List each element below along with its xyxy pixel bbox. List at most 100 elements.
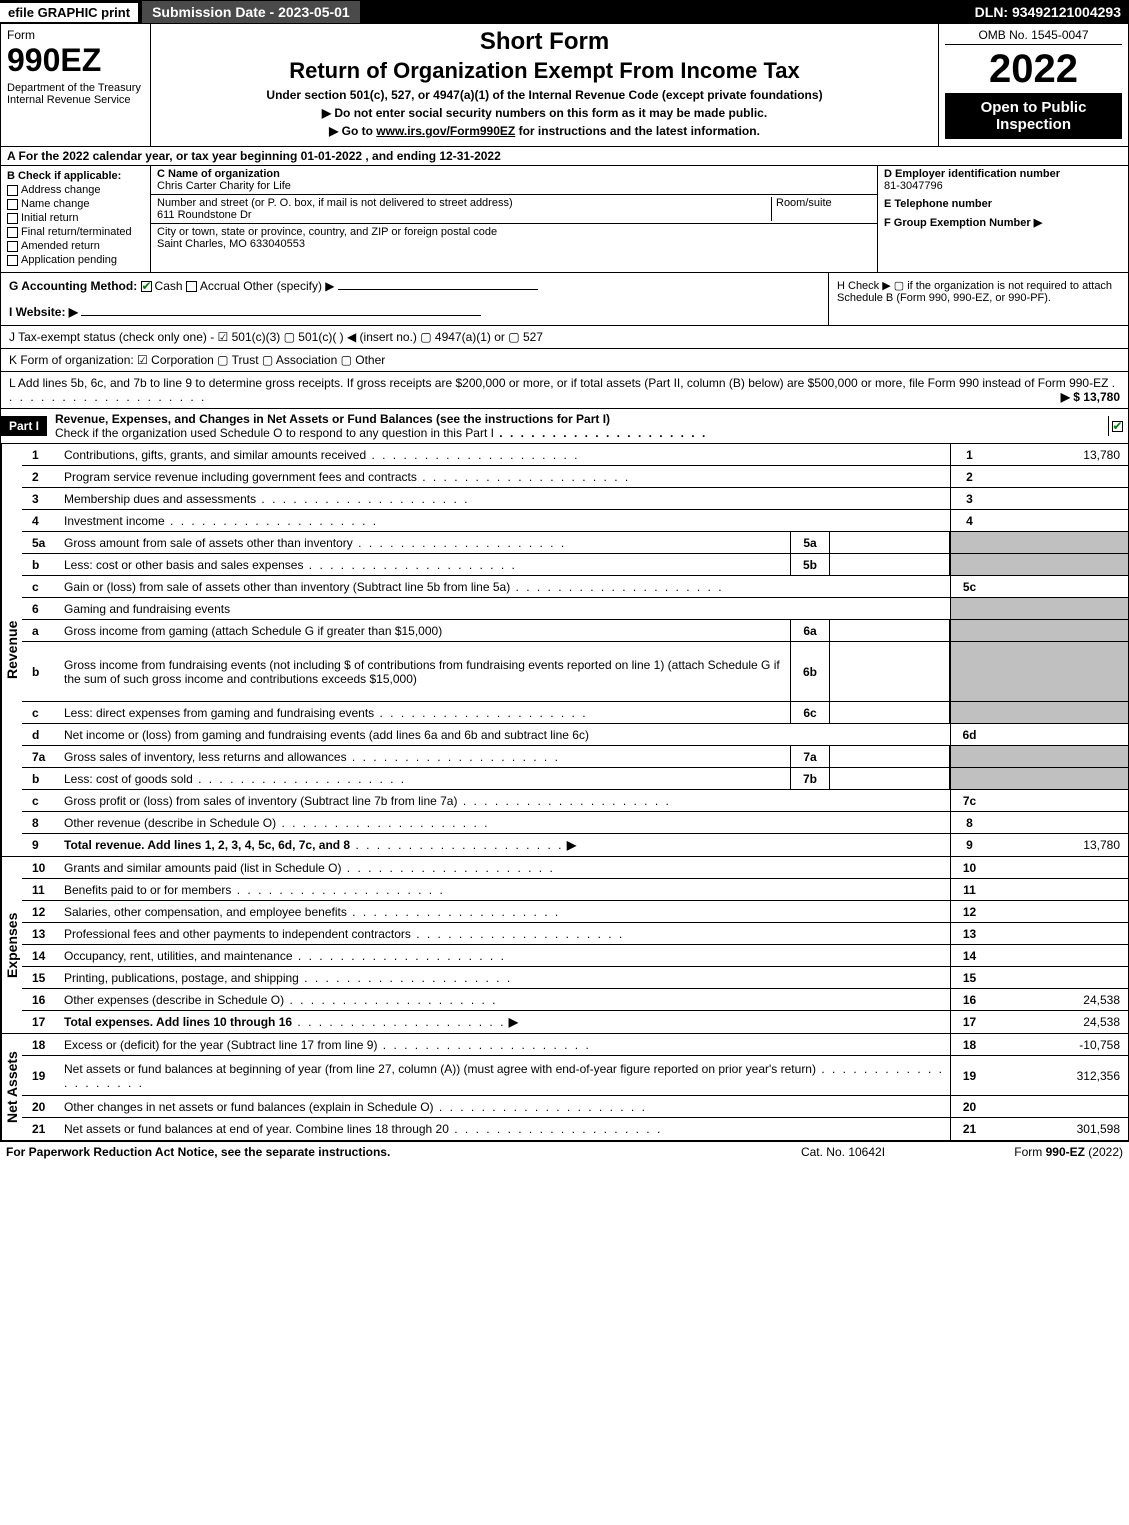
line-2-value	[988, 466, 1128, 487]
line-14-desc: Occupancy, rent, utilities, and maintena…	[64, 949, 293, 963]
line-6a-desc: Gross income from gaming (attach Schedul…	[60, 622, 790, 640]
line-1-desc: Contributions, gifts, grants, and simila…	[64, 448, 366, 462]
section-def: D Employer identification number81-30477…	[878, 166, 1128, 272]
line-6c-value	[830, 702, 950, 723]
part1-schedule-o-check[interactable]	[1108, 416, 1128, 436]
row-h: H Check ▶ ▢ if the organization is not r…	[828, 273, 1128, 325]
tax-year: 2022	[945, 49, 1122, 89]
form-word: Form	[7, 28, 144, 42]
short-form-title: Short Form	[159, 28, 930, 56]
department-label: Department of the Treasury Internal Reve…	[7, 82, 144, 106]
line-17-desc: Total expenses. Add lines 10 through 16	[64, 1015, 292, 1029]
line-6-desc: Gaming and fundraising events	[60, 600, 950, 618]
group-exempt-label: F Group Exemption Number ▶	[884, 217, 1042, 229]
ein-value: 81-3047796	[884, 180, 943, 192]
row-k: K Form of organization: ☑ Corporation ▢ …	[0, 349, 1129, 372]
chk-application-pending[interactable]: Application pending	[7, 254, 144, 266]
line-20-value	[988, 1096, 1128, 1117]
line-19-value: 312,356	[988, 1056, 1128, 1095]
section-c: C Name of organization Chris Carter Char…	[151, 166, 878, 272]
chk-amended-return[interactable]: Amended return	[7, 240, 144, 252]
line-15-value	[988, 967, 1128, 988]
line-7c-desc: Gross profit or (loss) from sales of inv…	[64, 794, 457, 808]
line-15-desc: Printing, publications, postage, and shi…	[64, 971, 299, 985]
line-6a-value	[830, 620, 950, 641]
line-7a-value	[830, 746, 950, 767]
line-10-value	[988, 857, 1128, 878]
part1-subtitle: Check if the organization used Schedule …	[55, 426, 494, 440]
chk-cash[interactable]	[141, 281, 152, 292]
line-19-desc: Net assets or fund balances at beginning…	[64, 1062, 816, 1076]
website-note: ▶ Go to www.irs.gov/Form990EZ for instru…	[159, 124, 930, 138]
line-3-value	[988, 488, 1128, 509]
tel-label: E Telephone number	[884, 198, 992, 210]
revenue-label: Revenue	[1, 444, 22, 856]
chk-address-change[interactable]: Address change	[7, 184, 144, 196]
line-18-value: -10,758	[988, 1034, 1128, 1055]
line-5b-value	[830, 554, 950, 575]
addr-label: Number and street (or P. O. box, if mail…	[157, 197, 513, 209]
efile-label[interactable]: efile GRAPHIC print	[0, 3, 138, 22]
netassets-section: Net Assets 18Excess or (deficit) for the…	[0, 1034, 1129, 1141]
line-3-desc: Membership dues and assessments	[64, 492, 256, 506]
line-2-desc: Program service revenue including govern…	[64, 470, 417, 484]
other-specify: Other (specify) ▶	[243, 279, 334, 293]
line-9-value: 13,780	[988, 834, 1128, 856]
city-label: City or town, state or province, country…	[157, 226, 497, 238]
line-12-desc: Salaries, other compensation, and employ…	[64, 905, 347, 919]
line-14-value	[988, 945, 1128, 966]
ein-label: D Employer identification number	[884, 168, 1060, 180]
line-6c-desc: Less: direct expenses from gaming and fu…	[64, 706, 374, 720]
revenue-section: Revenue 1Contributions, gifts, grants, a…	[0, 444, 1129, 857]
chk-initial-return[interactable]: Initial return	[7, 212, 144, 224]
line-6d-desc: Net income or (loss) from gaming and fun…	[60, 726, 950, 744]
section-b-label: B Check if applicable:	[7, 170, 144, 182]
part1-header-row: Part I Revenue, Expenses, and Changes in…	[0, 409, 1129, 444]
footer-left: For Paperwork Reduction Act Notice, see …	[6, 1145, 743, 1159]
row-l-amount: ▶ $ 13,780	[1061, 390, 1120, 404]
line-11-desc: Benefits paid to or for members	[64, 883, 231, 897]
line-5b-desc: Less: cost or other basis and sales expe…	[64, 558, 303, 572]
line-21-value: 301,598	[988, 1118, 1128, 1140]
line-6b-desc: Gross income from fundraising events (no…	[60, 656, 790, 688]
open-inspection-box: Open to Public Inspection	[945, 93, 1122, 139]
line-9-desc: Total revenue. Add lines 1, 2, 3, 4, 5c,…	[64, 838, 350, 852]
street-address: 611 Roundstone Dr	[157, 209, 252, 221]
submission-date: Submission Date - 2023-05-01	[142, 1, 360, 23]
chk-final-return[interactable]: Final return/terminated	[7, 226, 144, 238]
top-bar: efile GRAPHIC print Submission Date - 20…	[0, 0, 1129, 24]
row-g: G Accounting Method: Cash Accrual Other …	[1, 273, 828, 325]
row-l-text: L Add lines 5b, 6c, and 7b to line 9 to …	[9, 376, 1108, 390]
room-label: Room/suite	[776, 197, 832, 209]
row-gh: G Accounting Method: Cash Accrual Other …	[0, 273, 1129, 326]
line-12-value	[988, 901, 1128, 922]
footer-form: Form 990-EZ (2022)	[943, 1145, 1123, 1159]
footer-cat: Cat. No. 10642I	[743, 1145, 943, 1159]
line-5a-desc: Gross amount from sale of assets other t…	[64, 536, 353, 550]
header-left: Form 990EZ Department of the Treasury In…	[1, 24, 151, 146]
part1-label: Part I	[1, 416, 47, 436]
chk-name-change[interactable]: Name change	[7, 198, 144, 210]
line-16-value: 24,538	[988, 989, 1128, 1010]
section-b: B Check if applicable: Address change Na…	[1, 166, 151, 272]
netassets-label: Net Assets	[1, 1034, 22, 1140]
omb-number: OMB No. 1545-0047	[945, 28, 1122, 45]
form-header: Form 990EZ Department of the Treasury In…	[0, 24, 1129, 147]
org-name-label: C Name of organization	[157, 168, 280, 180]
line-6b-value	[830, 642, 950, 701]
line-21-desc: Net assets or fund balances at end of ye…	[64, 1122, 449, 1136]
line-7b-value	[830, 768, 950, 789]
header-middle: Short Form Return of Organization Exempt…	[151, 24, 938, 146]
line-6d-value	[988, 724, 1128, 745]
page-footer: For Paperwork Reduction Act Notice, see …	[0, 1141, 1129, 1162]
org-name: Chris Carter Charity for Life	[157, 180, 291, 192]
row-a-tax-year: A For the 2022 calendar year, or tax yea…	[0, 147, 1129, 166]
line-7c-value	[988, 790, 1128, 811]
line-5a-value	[830, 532, 950, 553]
irs-link[interactable]: www.irs.gov/Form990EZ	[376, 124, 515, 138]
line-7b-desc: Less: cost of goods sold	[64, 772, 193, 786]
line-5c-desc: Gain or (loss) from sale of assets other…	[64, 580, 510, 594]
form-number: 990EZ	[7, 44, 144, 76]
line-13-desc: Professional fees and other payments to …	[64, 927, 411, 941]
chk-accrual[interactable]	[186, 281, 197, 292]
